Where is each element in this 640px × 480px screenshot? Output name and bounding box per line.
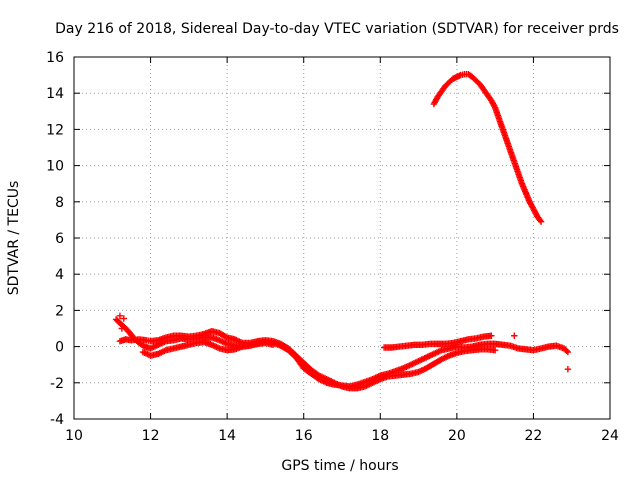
x-tick-label: 18 bbox=[371, 428, 389, 444]
x-tick-label: 24 bbox=[601, 428, 619, 444]
y-tick-labels: -4 -2 0 2 4 6 8 10 12 14 16 bbox=[46, 50, 64, 428]
data-point bbox=[563, 347, 570, 355]
x-tick-label: 20 bbox=[448, 428, 466, 444]
data-point bbox=[564, 366, 572, 373]
data-point bbox=[118, 325, 126, 332]
data-point bbox=[491, 347, 499, 354]
x-tick-label: 14 bbox=[218, 428, 236, 444]
data-point bbox=[269, 341, 277, 348]
x-tick-label: 16 bbox=[295, 428, 313, 444]
x-tick-label: 10 bbox=[65, 428, 83, 444]
x-axis-label: GPS time / hours bbox=[281, 458, 398, 474]
y-tick-label: -2 bbox=[50, 376, 64, 392]
x-tick-labels: 10 12 14 16 18 20 22 24 bbox=[65, 428, 619, 444]
data-point bbox=[116, 312, 124, 320]
data-point bbox=[511, 332, 518, 339]
chart-title: Day 216 of 2018, Sidereal Day-to-day VTE… bbox=[55, 21, 619, 37]
y-tick-label: 0 bbox=[55, 340, 64, 356]
data-point bbox=[536, 217, 544, 224]
data-point bbox=[564, 348, 572, 356]
x-tick-label: 12 bbox=[142, 428, 160, 444]
y-tick-label: 8 bbox=[55, 195, 64, 211]
y-tick-label: 6 bbox=[55, 231, 64, 247]
data-point bbox=[120, 315, 127, 322]
x-tick-label: 22 bbox=[525, 428, 543, 444]
y-axis-label: SDTVAR / TECUs bbox=[6, 181, 22, 296]
y-tick-label: 12 bbox=[46, 122, 64, 138]
y-tick-label: 14 bbox=[46, 86, 64, 102]
data-point bbox=[537, 218, 545, 225]
plot-frame bbox=[73, 56, 611, 420]
y-tick-label: 16 bbox=[46, 50, 64, 66]
y-tick-label: 10 bbox=[46, 159, 64, 175]
y-tick-label: 4 bbox=[55, 267, 64, 283]
y-tick-label: -4 bbox=[50, 412, 64, 428]
y-tick-label: 2 bbox=[55, 303, 64, 319]
grid bbox=[74, 57, 610, 419]
data-points bbox=[112, 70, 572, 392]
data-point bbox=[488, 332, 495, 339]
